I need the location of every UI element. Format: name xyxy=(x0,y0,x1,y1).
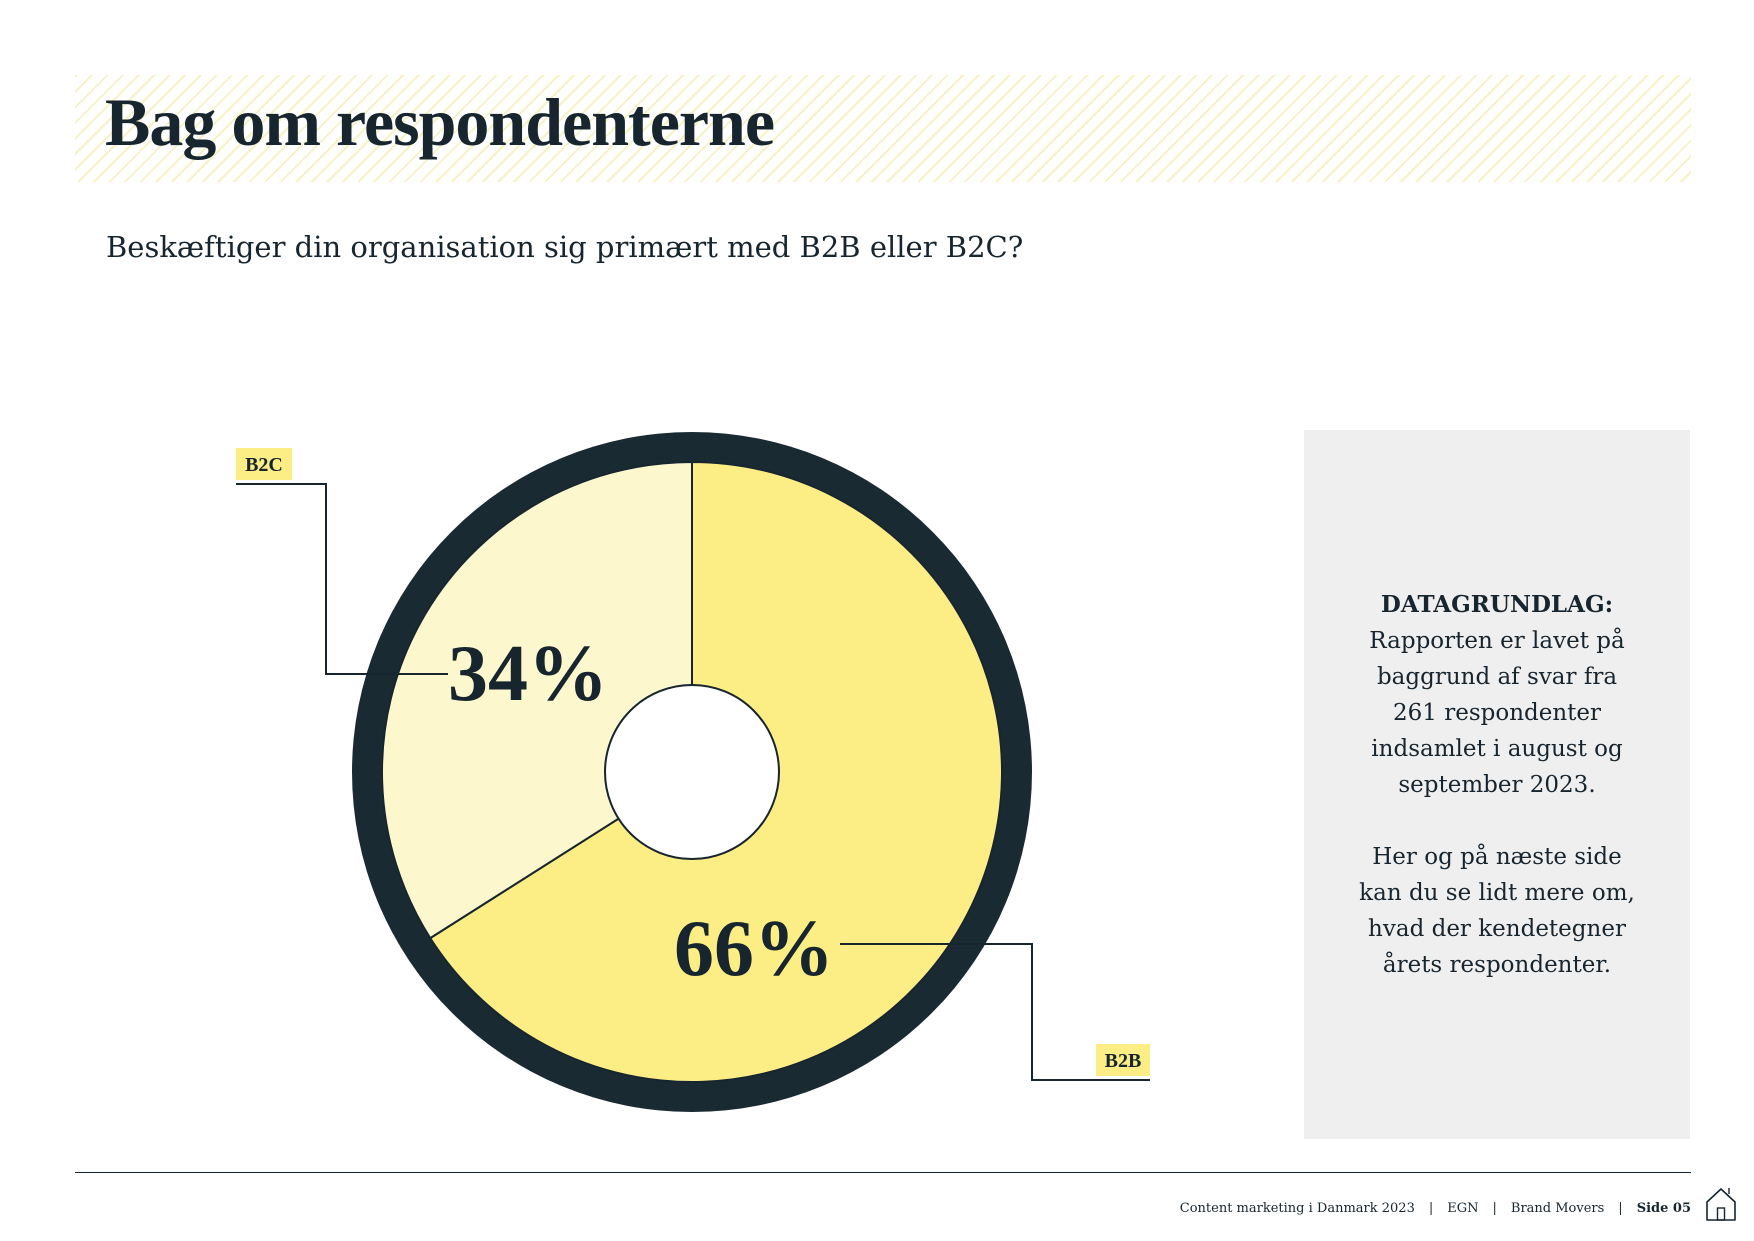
data-basis-line: indsamlet i august og xyxy=(1371,735,1623,762)
b2b-tag-background xyxy=(1096,1044,1150,1076)
footer-separator: | xyxy=(1618,1200,1623,1216)
data-basis-line: baggrund af svar fra xyxy=(1376,663,1618,690)
footer-partner-brand-movers: Brand Movers xyxy=(1510,1200,1605,1216)
footer-publication: Content marketing i Danmark 2023 xyxy=(1179,1200,1415,1216)
data-basis-title: DATAGRUNDLAG: xyxy=(1380,590,1614,618)
footer-partner-egn: EGN xyxy=(1447,1200,1479,1216)
footer: Content marketing i Danmark 2023 | EGN |… xyxy=(1180,1196,1691,1220)
b2b-leader-line xyxy=(840,943,1150,1081)
home-icon[interactable] xyxy=(1704,1184,1738,1222)
data-basis-line: 261 respondenter xyxy=(1393,699,1601,726)
survey-question: Beskæftiger din organisation sig primært… xyxy=(106,230,1024,264)
b2c-leader-line xyxy=(236,483,448,675)
b2c-value-label: 34% xyxy=(448,630,608,718)
footer-separator: | xyxy=(1492,1200,1497,1216)
b2c-tag: B2C xyxy=(245,454,283,476)
b2c-tag-background xyxy=(236,448,292,480)
pie-slice-b2c xyxy=(381,460,693,940)
donut-hole xyxy=(604,684,780,860)
b2b-value-label: 66% xyxy=(674,905,834,993)
title-banner xyxy=(75,75,1691,182)
data-basis-line: Rapporten er lavet på xyxy=(1369,627,1625,654)
data-basis-line: kan du se lidt mere om, xyxy=(1359,879,1635,906)
data-basis-line: september 2023. xyxy=(1398,771,1596,798)
page-number: Side 05 xyxy=(1636,1200,1691,1216)
footer-divider xyxy=(75,1172,1691,1173)
b2b-tag: B2B xyxy=(1105,1050,1142,1072)
data-basis-box: DATAGRUNDLAG: Rapporten er lavet på bagg… xyxy=(1304,430,1690,1139)
data-basis-line: Her og på næste side xyxy=(1372,843,1622,870)
data-basis-line: hvad der kendetegner xyxy=(1368,915,1626,942)
data-basis-line: årets respondenter. xyxy=(1382,951,1612,978)
page-title: Bag om respondenterne xyxy=(105,84,775,160)
footer-separator: | xyxy=(1428,1200,1434,1216)
